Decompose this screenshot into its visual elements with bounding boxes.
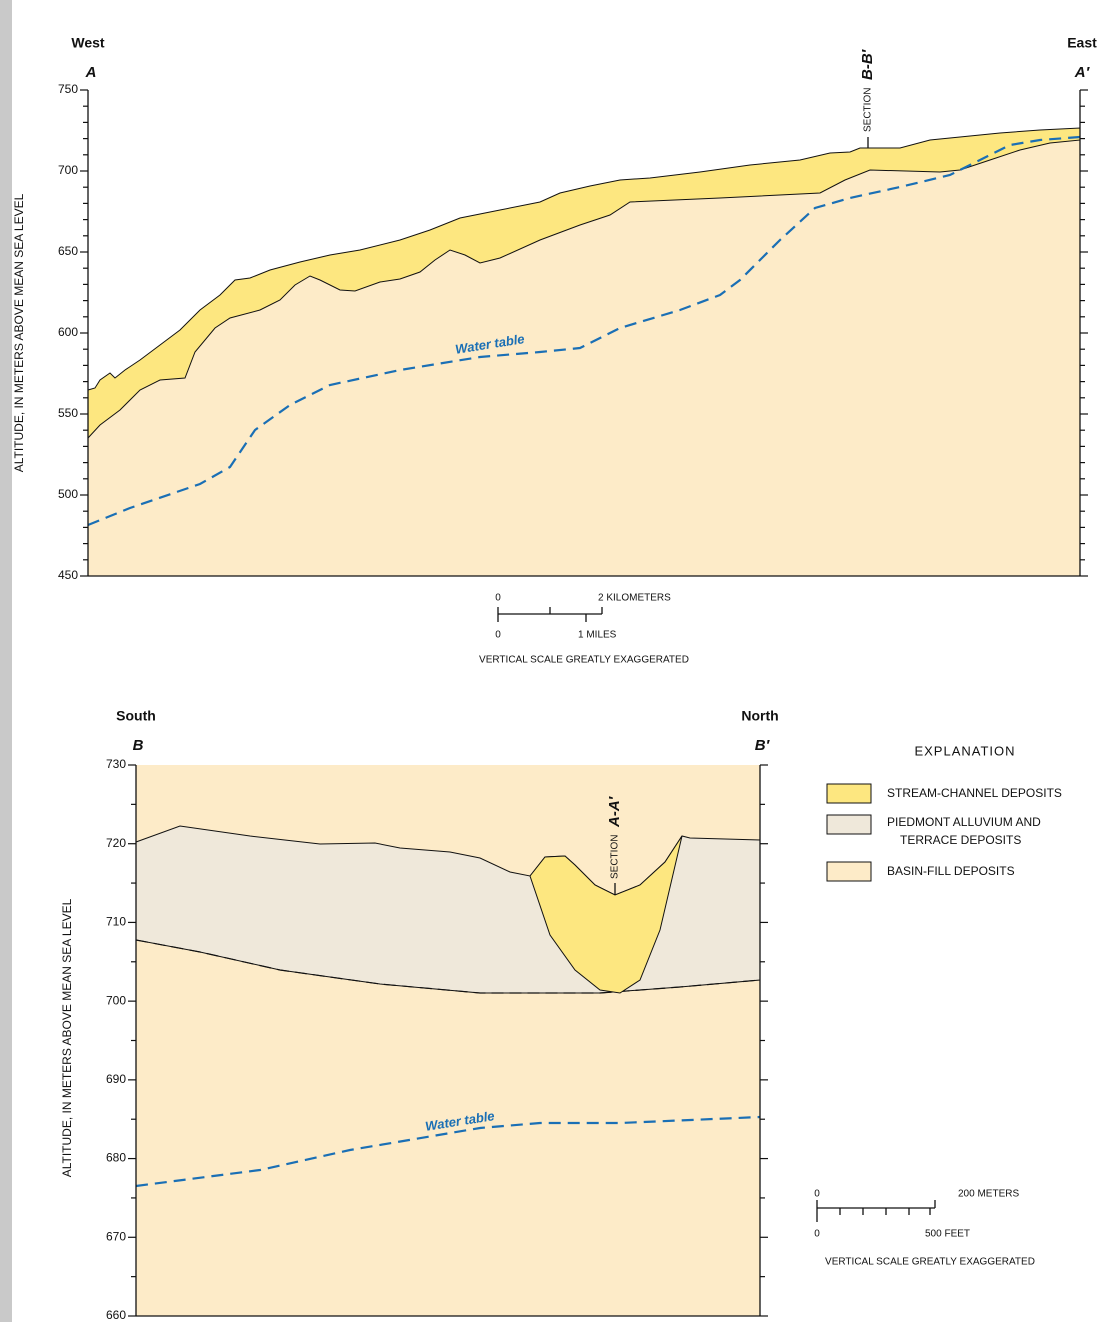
legend-swatch	[827, 784, 871, 803]
legend-swatch	[827, 815, 871, 834]
legend-label: BASIN-FILL DEPOSITS	[887, 864, 1015, 878]
y-axis-title: ALTITUDE, IN METERS ABOVE MEAN SEA LEVEL	[60, 898, 74, 1177]
scale-label: 0	[495, 630, 501, 641]
scale-label: 200 METERS	[958, 1189, 1019, 1200]
section-name: A-A′	[606, 795, 623, 828]
scale-label: 2 KILOMETERS	[598, 593, 671, 604]
direction-label: South	[116, 708, 156, 724]
y-tick-label: 690	[106, 1072, 126, 1086]
explanation-title: EXPLANATION	[914, 743, 1015, 758]
figure: West East A A′ ALTITUDE, IN METERS ABOVE…	[0, 0, 1105, 1322]
y-tick-label: 700	[58, 163, 78, 177]
y-tick-label: 670	[106, 1229, 126, 1243]
legend-swatch	[827, 862, 871, 881]
legend-label: PIEDMONT ALLUVIUM AND	[887, 815, 1041, 829]
section-letter: A′	[1074, 64, 1091, 81]
y-tick-label: 450	[58, 568, 78, 582]
scale-label: 0	[814, 1189, 820, 1200]
legend-label: STREAM-CHANNEL DEPOSITS	[887, 786, 1062, 800]
scale-note: VERTICAL SCALE GREATLY EXAGGERATED	[825, 1257, 1035, 1268]
y-tick-label: 680	[106, 1151, 126, 1165]
y-tick-label: 650	[58, 244, 78, 258]
scale-label: 1 MILES	[578, 630, 617, 641]
y-tick-label: 730	[106, 757, 126, 771]
y-tick-label: 720	[106, 836, 126, 850]
y-tick-label: 750	[58, 82, 78, 96]
y-tick-label: 500	[58, 487, 78, 501]
y-tick-label: 700	[106, 993, 126, 1007]
scale-label: 0	[495, 593, 501, 604]
scale-label: 500 FEET	[925, 1229, 970, 1240]
y-tick-label: 710	[106, 915, 126, 929]
y-axis-title: ALTITUDE, IN METERS ABOVE MEAN SEA LEVEL	[12, 193, 26, 472]
section-letter: B′	[755, 737, 771, 754]
direction-label: North	[741, 708, 778, 724]
section-name: B-B′	[859, 48, 876, 80]
section-letter: A	[85, 64, 97, 81]
direction-label: East	[1067, 35, 1097, 51]
y-tick-label: 660	[106, 1308, 126, 1322]
scale-label: 0	[814, 1229, 820, 1240]
legend-label: TERRACE DEPOSITS	[900, 833, 1021, 847]
y-tick-label: 550	[58, 406, 78, 420]
section-prefix: SECTION	[863, 88, 874, 132]
section-letter: B	[133, 737, 144, 754]
direction-label: West	[71, 35, 105, 51]
section-prefix: SECTION	[610, 835, 621, 879]
scale-note: VERTICAL SCALE GREATLY EXAGGERATED	[479, 655, 689, 666]
y-tick-label: 600	[58, 325, 78, 339]
